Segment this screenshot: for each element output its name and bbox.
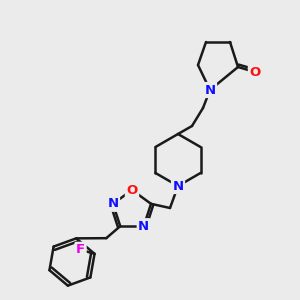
Text: O: O <box>126 184 138 196</box>
Text: N: N <box>172 179 184 193</box>
Text: N: N <box>204 83 216 97</box>
Text: N: N <box>107 197 118 210</box>
Text: F: F <box>76 243 85 256</box>
Text: O: O <box>249 65 261 79</box>
Text: N: N <box>138 220 149 233</box>
